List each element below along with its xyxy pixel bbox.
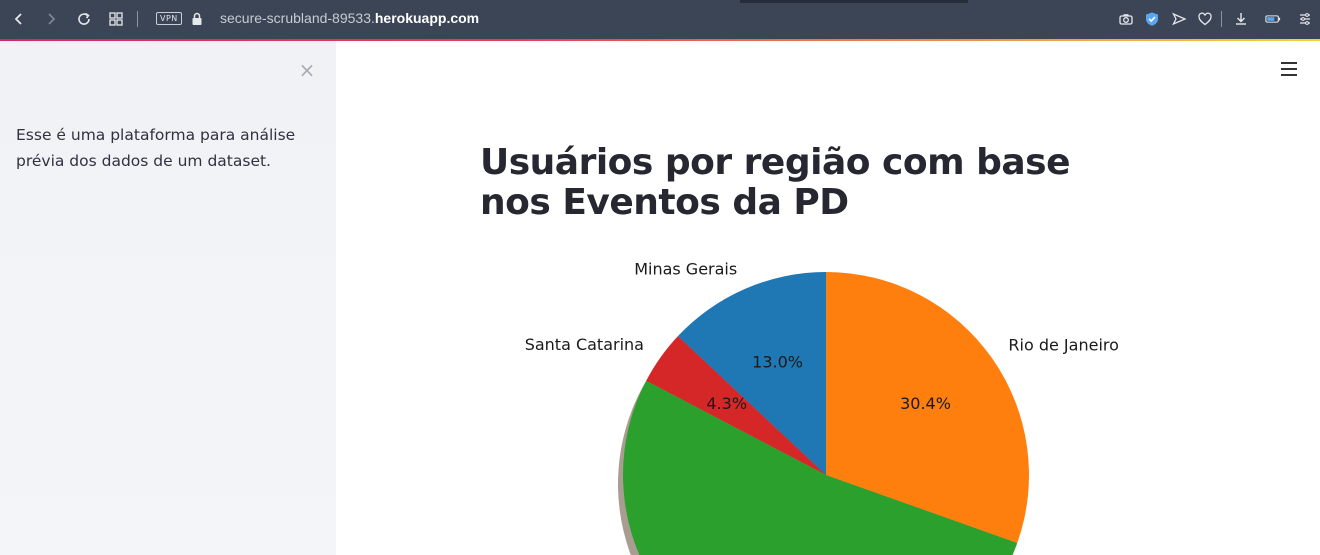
hamburger-menu-icon[interactable] xyxy=(1281,62,1297,78)
forward-icon[interactable] xyxy=(40,8,62,30)
hamburger-line xyxy=(1281,68,1297,70)
sidebar: × Esse é uma plataforma para análise pré… xyxy=(0,41,336,555)
pie-category-label: Rio de Janeiro xyxy=(1008,336,1119,355)
toolbar-divider xyxy=(137,11,138,27)
lock-icon[interactable] xyxy=(186,8,208,30)
battery-icon[interactable] xyxy=(1262,8,1284,30)
page-title: Usuários por região com base nos Eventos… xyxy=(480,142,1071,223)
pie-slices xyxy=(623,272,1029,555)
pie-slice-rio-de-janeiro xyxy=(826,272,1029,543)
pie-slice-distrito-federal xyxy=(623,380,1018,555)
camera-icon[interactable] xyxy=(1115,8,1137,30)
send-icon[interactable] xyxy=(1168,8,1190,30)
hamburger-line xyxy=(1281,74,1297,76)
address-bar[interactable]: secure-scrubland-89533.herokuapp.com xyxy=(220,10,479,26)
active-tab-indicator xyxy=(740,0,968,3)
back-icon[interactable] xyxy=(8,8,30,30)
pie-percent-label: 4.3% xyxy=(706,394,747,413)
browser-toolbar: VPN secure-scrubland-89533.herokuapp.com xyxy=(0,0,1320,41)
shield-icon[interactable] xyxy=(1141,8,1163,30)
pie-percent-label: 13.0% xyxy=(752,353,803,372)
url-domain-main: herokuapp.com xyxy=(374,10,480,26)
pie-slice-santa-catarina xyxy=(646,336,826,475)
close-sidebar-icon[interactable]: × xyxy=(298,58,316,82)
pie-category-label: Santa Catarina xyxy=(525,335,644,354)
page-load-accent xyxy=(0,39,1320,41)
hamburger-line xyxy=(1281,62,1297,64)
download-icon[interactable] xyxy=(1230,8,1252,30)
pie-percent-label: 30.4% xyxy=(900,394,951,413)
vpn-icon[interactable]: VPN xyxy=(156,12,182,25)
url-domain-prefix: secure-scrubland-89533. xyxy=(220,10,375,26)
reload-icon[interactable] xyxy=(73,8,95,30)
grid-icon[interactable] xyxy=(105,8,127,30)
sidebar-description: Esse é uma plataforma para análise prévi… xyxy=(16,126,296,170)
heart-icon[interactable] xyxy=(1194,8,1216,30)
menu-icon[interactable] xyxy=(1294,8,1316,30)
toolbar-divider xyxy=(1221,11,1222,27)
pie-slice-minas-gerais xyxy=(677,272,826,475)
pie-category-label: Minas Gerais xyxy=(634,260,737,279)
